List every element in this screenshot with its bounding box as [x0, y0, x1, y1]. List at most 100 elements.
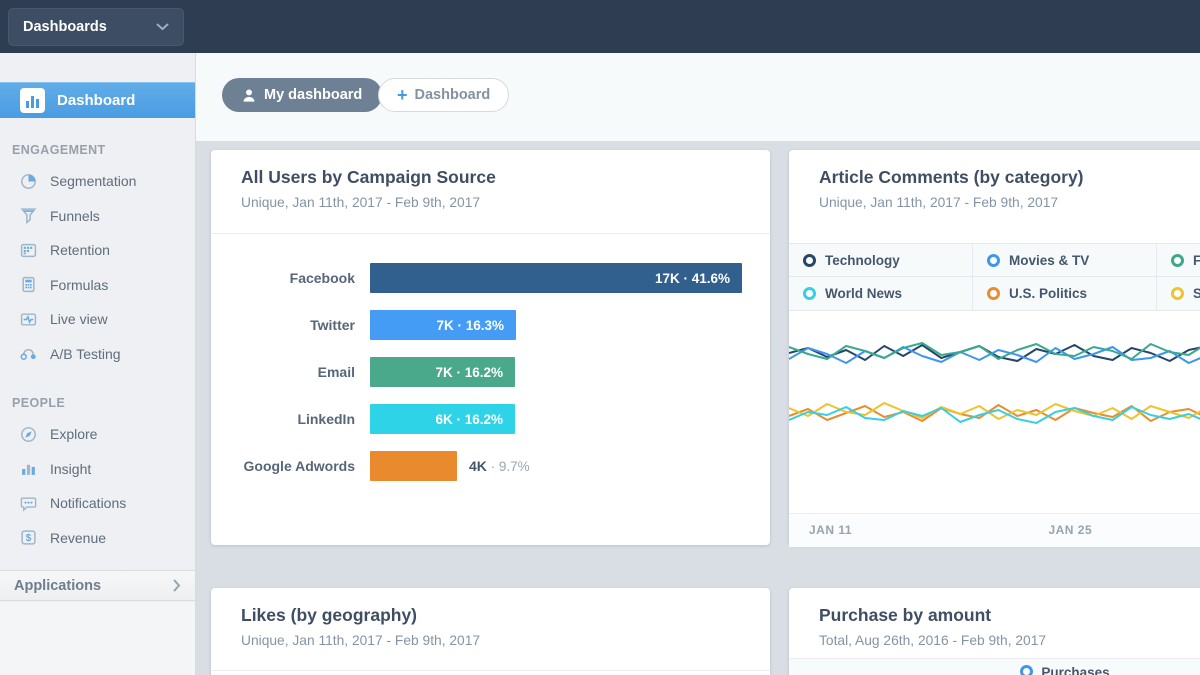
card-title: Purchase by amount: [819, 605, 992, 625]
plus-icon: +: [397, 85, 408, 105]
dashboard-tab-strip: My dashboard + Dashboard: [196, 53, 1200, 141]
line-series: [789, 402, 1200, 420]
sidebar-item-label: A/B Testing: [50, 345, 121, 362]
calculator-icon: [22, 277, 35, 293]
sidebar-item-label: Funnels: [50, 207, 100, 224]
applications-label: Applications: [14, 577, 102, 594]
sidebar-item-notifications[interactable]: Notifications: [0, 486, 195, 521]
legend-item-clipped-2[interactable]: S: [1157, 277, 1200, 310]
legend-ring: [1171, 253, 1184, 267]
bar-value-label: 7K · 16.3%: [436, 317, 504, 333]
card-header: Likes (by geography) Unique, Jan 11th, 2…: [211, 588, 770, 670]
sidebar-item-label: Segmentation: [50, 173, 137, 190]
top-bar: Dashboards: [0, 0, 1200, 53]
line-series: [789, 404, 1200, 422]
bar-row-google-adwords: Google Adwords 4K · 9.7%: [211, 451, 770, 481]
x-tick: JAN 11: [809, 523, 853, 537]
x-axis: JAN 11 JAN 25: [789, 513, 1200, 547]
line-series: [789, 342, 1200, 360]
legend-label[interactable]: Purchases: [1041, 665, 1110, 675]
funnel-icon: [20, 208, 37, 225]
bar-value-label: 7K · 16.2%: [435, 364, 503, 380]
legend-item-movies-tv[interactable]: Movies & TV: [973, 244, 1157, 277]
dashboards-menu-button[interactable]: Dashboards: [8, 8, 184, 46]
svg-text:$: $: [26, 533, 32, 544]
card-header: Purchase by amount Total, Aug 26th, 2016…: [789, 588, 1200, 658]
chart-legend: Purchases: [789, 659, 1200, 675]
chart-legend: Technology Movies & TV F World News U.S.…: [789, 243, 1200, 311]
sidebar-item-dashboard[interactable]: Dashboard: [0, 82, 195, 118]
bar-linkedin[interactable]: 6K · 16.2%: [370, 404, 515, 434]
legend-label: F: [1193, 252, 1200, 268]
bar-value-label: 6K · 16.2%: [435, 411, 503, 427]
legend-ring: [803, 287, 816, 300]
line-series: [789, 406, 1200, 424]
chevron-right-icon: [173, 579, 181, 592]
legend-label: World News: [825, 286, 903, 301]
sidebar-item-retention[interactable]: Retention: [0, 233, 195, 268]
sidebar-item-formulas[interactable]: Formulas: [0, 268, 195, 303]
card-likes-geography: Likes (by geography) Unique, Jan 11th, 2…: [211, 588, 770, 675]
card-subtitle: Unique, Jan 11th, 2017 - Feb 9th, 2017: [241, 633, 481, 648]
pulse-icon: [20, 313, 37, 326]
bar-row-facebook: Facebook 17K · 41.6%: [211, 263, 770, 293]
x-tick: JAN 25: [1048, 523, 1093, 537]
tab-label: My dashboard: [264, 87, 363, 103]
user-icon: [243, 88, 255, 102]
sidebar-item-label: Insight: [50, 460, 92, 477]
bar-category-label: Email: [317, 364, 355, 380]
bar-chart-icon: [22, 465, 35, 476]
card-campaign-source: All Users by Campaign Source Unique, Jan…: [211, 150, 770, 545]
add-dashboard-button[interactable]: + Dashboard: [378, 78, 510, 112]
sidebar: Dashboard ENGAGEMENT Segmentation Funnel…: [0, 53, 196, 675]
legend-item-clipped-1[interactable]: F: [1157, 244, 1200, 277]
bar-email[interactable]: 7K · 16.2%: [370, 357, 515, 387]
bar-facebook[interactable]: 17K · 41.6%: [370, 263, 742, 293]
sidebar-item-label: Revenue: [50, 529, 107, 546]
sidebar-item-live-view[interactable]: Live view: [0, 302, 195, 337]
section-title-engagement: ENGAGEMENT: [12, 143, 106, 157]
card-subtitle: Unique, Jan 11th, 2017 - Feb 9th, 2017: [819, 195, 1059, 210]
legend-ring: [987, 287, 1000, 300]
card-purchase-amount: Purchase by amount Total, Aug 26th, 2016…: [789, 588, 1200, 675]
bar-twitter[interactable]: 7K · 16.3%: [370, 310, 516, 340]
card-subtitle: Unique, Jan 11th, 2017 - Feb 9th, 2017: [241, 195, 481, 210]
bar-category-label: Google Adwords: [243, 458, 355, 474]
divider: [211, 233, 770, 234]
chevron-down-icon: [156, 23, 169, 31]
bar-row-email: Email 7K · 16.2%: [211, 357, 770, 387]
bar-row-linkedin: LinkedIn 6K · 16.2%: [211, 404, 770, 434]
bar-category-label: Facebook: [289, 270, 355, 286]
ab-test-icon: [20, 349, 36, 361]
sidebar-item-explore[interactable]: Explore: [0, 417, 195, 452]
sidebar-item-revenue[interactable]: $ Revenue: [0, 521, 195, 556]
legend-label: Technology: [825, 252, 900, 268]
sidebar-item-ab-testing[interactable]: A/B Testing: [0, 337, 195, 372]
sidebar-item-segmentation[interactable]: Segmentation: [0, 164, 195, 199]
sidebar-item-label: Notifications: [50, 495, 127, 512]
sidebar-item-funnels[interactable]: Funnels: [0, 199, 195, 234]
legend-ring: [1020, 665, 1034, 675]
sidebar-item-label: Explore: [50, 426, 98, 443]
bar-google-adwords[interactable]: [370, 451, 457, 481]
card-title: All Users by Campaign Source: [241, 167, 496, 187]
dashboard-icon: [20, 87, 45, 113]
legend-label: U.S. Politics: [1009, 286, 1088, 301]
card-title: Article Comments (by category): [819, 167, 1084, 187]
divider: [211, 670, 770, 671]
legend-ring: [803, 253, 816, 267]
legend-item-us-politics[interactable]: U.S. Politics: [973, 277, 1157, 310]
card-header: Article Comments (by category) Unique, J…: [789, 150, 1200, 243]
legend-ring: [987, 253, 1000, 267]
sidebar-item-insight[interactable]: Insight: [0, 452, 195, 487]
grid-icon: [20, 243, 37, 257]
legend-item-technology[interactable]: Technology: [789, 244, 973, 277]
sidebar-item-applications[interactable]: Applications: [0, 570, 195, 601]
line-chart[interactable]: [789, 311, 1200, 513]
sidebar-item-label: Retention: [50, 242, 110, 259]
dollar-icon: $: [21, 530, 36, 545]
tab-my-dashboard[interactable]: My dashboard: [222, 78, 383, 112]
sidebar-item-label: Dashboard: [57, 91, 136, 109]
legend-item-world-news[interactable]: World News: [789, 277, 973, 310]
section-title-people: PEOPLE: [12, 396, 66, 410]
